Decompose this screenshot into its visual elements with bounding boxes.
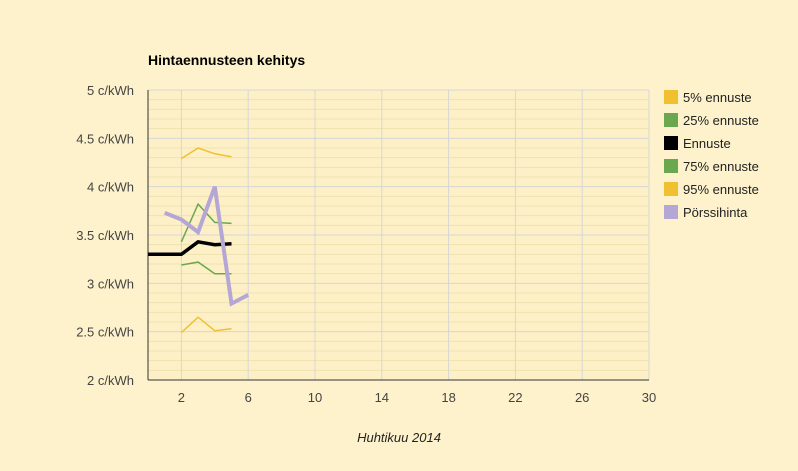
legend-label: 75% ennuste [683, 159, 759, 174]
y-tick-label: 2.5 c/kWh [76, 325, 134, 340]
legend-label: 25% ennuste [683, 113, 759, 128]
legend-label: 5% ennuste [683, 90, 752, 105]
y-tick-label: 4.5 c/kWh [76, 131, 134, 146]
legend-swatch [664, 205, 678, 219]
x-tick-label: 30 [642, 390, 656, 405]
y-tick-label: 4 c/kWh [87, 180, 134, 195]
y-tick-label: 2 c/kWh [87, 373, 134, 388]
legend-swatch [664, 159, 678, 173]
series-lines [148, 147, 250, 334]
legend-swatch [664, 182, 678, 196]
legend-label: Pörssihinta [683, 205, 748, 220]
major-gridlines [148, 89, 650, 381]
x-tick-label: 10 [308, 390, 322, 405]
x-axis-label: Huhtikuu 2014 [357, 430, 441, 445]
series-line-3 [148, 239, 232, 257]
series-line-5 [180, 147, 232, 160]
x-tick-label: 18 [441, 390, 455, 405]
legend-swatch [664, 136, 678, 150]
y-tick-label: 3 c/kWh [87, 276, 134, 291]
legend: 5% ennuste 25% ennuste Ennuste 75% ennuste 9… [664, 90, 759, 220]
x-tick-label: 26 [575, 390, 589, 405]
x-tick-label: 14 [375, 390, 389, 405]
y-tick-label: 3.5 c/kWh [76, 228, 134, 243]
x-tick-label: 22 [508, 390, 522, 405]
chart-title: Hintaennusteen kehitys [148, 52, 305, 68]
x-axis-ticks: 2 6 10 14 18 22 26 30 [178, 390, 656, 405]
y-axis-ticks: 2 c/kWh 2.5 c/kWh 3 c/kWh 3.5 c/kWh 4 c/kWh 4… [76, 83, 134, 388]
x-tick-label: 6 [245, 390, 252, 405]
legend-swatch [664, 90, 678, 104]
legend-swatch [664, 113, 678, 127]
series-line-6 [163, 186, 250, 307]
y-tick-label: 5 c/kWh [87, 83, 134, 98]
series-line-1 [180, 316, 232, 334]
legend-label: Ennuste [683, 136, 731, 151]
series-line-2 [181, 261, 232, 275]
x-tick-label: 2 [178, 390, 185, 405]
legend-label: 95% ennuste [683, 182, 759, 197]
